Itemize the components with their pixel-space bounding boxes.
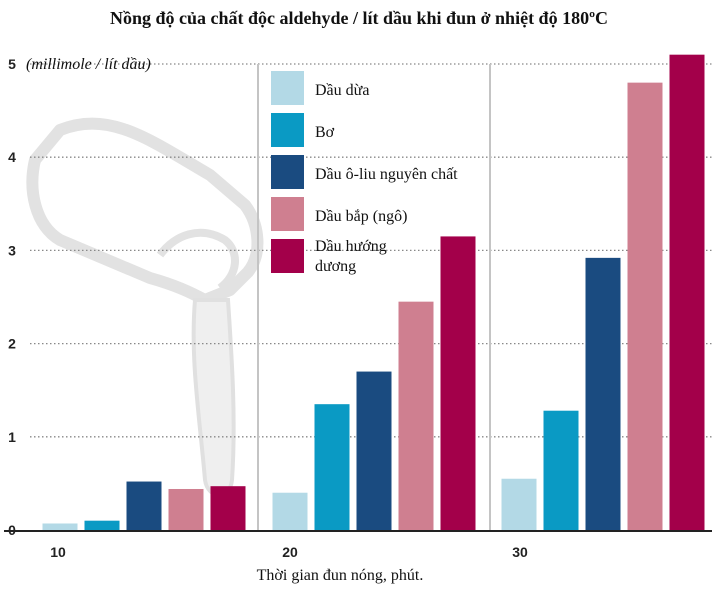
y-tick-label: 2 xyxy=(8,336,16,352)
bar xyxy=(356,371,392,530)
legend-label: Dầu ô-liu nguyên chất xyxy=(315,166,458,183)
bar xyxy=(501,478,537,530)
legend-label: Bơ xyxy=(315,124,335,141)
x-tick-label: 20 xyxy=(282,544,298,560)
legend-label: Dầu hướng dương xyxy=(315,238,387,275)
legend-swatch xyxy=(271,239,304,273)
bar xyxy=(543,410,579,530)
legend-label: Dầu bắp (ngô) xyxy=(315,208,407,225)
oil-bottle-illustration xyxy=(26,117,264,497)
y-tick-label: 3 xyxy=(8,242,16,258)
legend-swatch xyxy=(271,197,304,231)
legend-label: Dầu dừa xyxy=(315,82,369,99)
chart-title: Nồng độ của chất độc aldehyde / lít dầu … xyxy=(109,8,609,28)
x-axis-label: Thời gian đun nóng, phút. xyxy=(257,567,424,584)
bar xyxy=(314,404,350,530)
bar xyxy=(168,488,204,530)
y-tick-label: 4 xyxy=(8,149,16,165)
x-tick-label: 30 xyxy=(512,544,528,560)
bar xyxy=(126,481,162,530)
bar xyxy=(627,82,663,530)
bar xyxy=(210,486,246,530)
bar xyxy=(84,520,120,530)
bar xyxy=(585,257,621,530)
y-tick-label: 1 xyxy=(8,429,16,445)
bar xyxy=(42,523,78,530)
legend-swatch xyxy=(271,155,304,189)
y-tick-label: 5 xyxy=(8,56,16,72)
bar xyxy=(398,301,434,530)
bar xyxy=(440,236,476,531)
bar xyxy=(669,54,705,531)
x-tick-label: 10 xyxy=(50,544,66,560)
legend-swatch xyxy=(271,113,304,147)
y-axis-label: (millimole / lít dầu) xyxy=(26,56,151,73)
bar xyxy=(272,492,308,530)
legend-swatch xyxy=(271,71,304,105)
